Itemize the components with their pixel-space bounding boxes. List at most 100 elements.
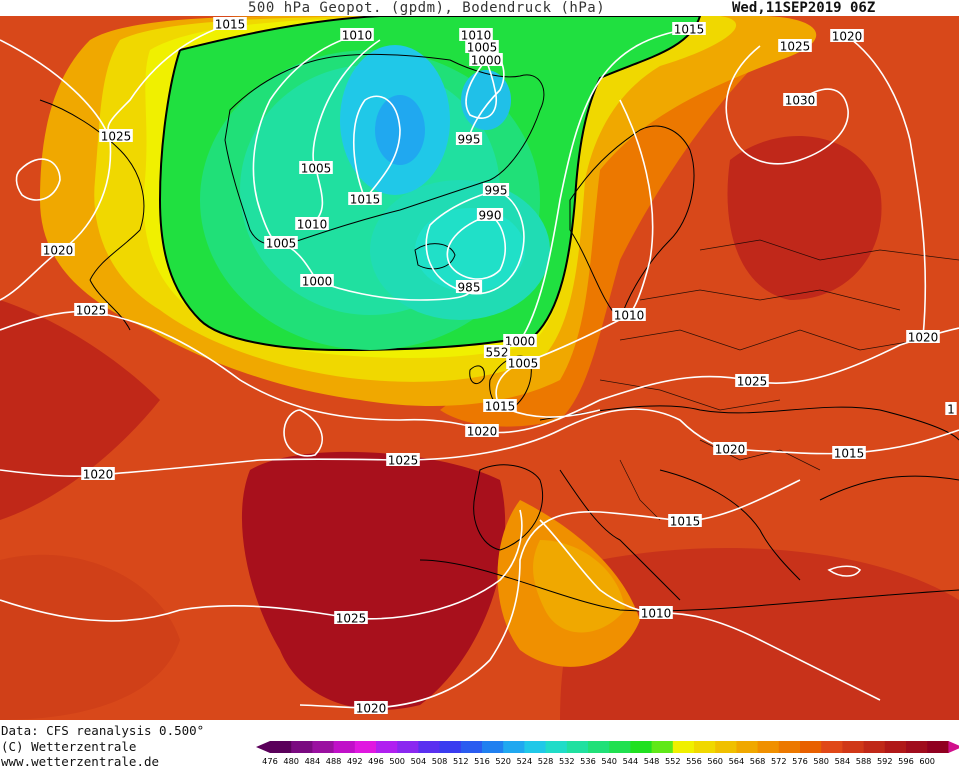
isobar-label: 1000 [469,53,503,68]
colorbar-tick-label: 488 [326,756,342,766]
colorbar-tick-label: 536 [580,756,596,766]
isobar-label-text: 1010 [297,218,328,232]
isobar-label: 1 [945,402,957,417]
isobar-label: 1015 [213,17,247,32]
isobar-label-text: 1020 [467,425,498,439]
colorbar-cell [651,741,674,753]
colorbar-cell [736,741,759,753]
colorbar-tick-label: 552 [665,756,681,766]
isobar-label: 1000 [300,274,334,289]
colorbar-tick-label: 512 [453,756,469,766]
isobar-label: 1010 [612,308,646,323]
isobar-label-text: 1020 [908,331,939,345]
colorbar-cell [397,741,419,753]
isobar-label: 1025 [74,303,108,318]
colorbar-tick-label: 516 [474,756,490,766]
colorbar-cell [778,741,801,753]
colorbar-cell [927,741,949,753]
colorbar-legend: 476 480 484 488 492 496 500 504 508 512 516 520 524 5… [256,741,959,766]
isobar-label-text: 1005 [301,162,332,176]
isobar-label: 1015 [832,446,866,461]
isobar-label: 1030 [783,93,817,108]
data-source-label: Data: CFS reanalysis 0.500° [1,723,205,738]
colorbar-cell [609,741,631,753]
isobar-label-text: 990 [479,209,502,223]
colorbar-cell [630,741,653,753]
isobar-label: 1010 [340,28,374,43]
isobar-label: 1005 [465,40,499,55]
colorbar-tick-label: 600 [919,756,935,766]
colorbar-tick-label: 572 [771,756,787,766]
isobar-label-text: 1000 [505,335,536,349]
isobar-label-text: 1020 [832,30,863,44]
isobar-label-text: 1030 [785,94,816,108]
isobar-label: 1015 [672,22,706,37]
colorbar-cell [566,741,589,753]
colorbar-tick-label: 560 [707,756,723,766]
isobar-label: 552 [483,345,511,360]
colorbar-tick-label: 568 [750,756,766,766]
isobar-label: 985 [455,280,483,295]
isobar-label: 1020 [465,424,499,439]
colorbar-tick-label: 492 [347,756,363,766]
high-core-east [727,136,882,300]
colorbar-left-arrow [256,741,270,753]
colorbar-tick-label: 528 [538,756,554,766]
isobar-label-text: 1015 [670,515,701,529]
isobar-label-text: 1015 [674,23,705,37]
isobar-label-text: 1015 [485,400,516,414]
isobar-label-text: 552 [486,346,509,360]
isobar-label-text: 1020 [356,702,387,716]
colorbar-cell [439,741,462,753]
colorbar-cell [376,741,398,753]
isobar-label-text: 1 [947,403,955,417]
colorbar-cell [842,741,865,753]
isobar-label-text: 1005 [467,41,498,55]
colorbar-cell [460,741,483,753]
isobar-label-text: 1020 [43,244,74,258]
colorbar-cell [757,741,780,753]
isobar-label-text: 1025 [737,375,768,389]
map-panel: 1015 1010 1010 1005 1000 1015 1025 1020 1030 1025… [0,16,959,720]
isobar-label: 1010 [295,217,329,232]
colorbar-tick-label: 580 [813,756,829,766]
isobar-label-text: 1005 [508,357,539,371]
colorbar-tick-label: 584 [835,756,851,766]
colorbar-tick-label: 480 [283,756,299,766]
colorbar-cell [503,741,525,753]
colorbar-tick-label: 544 [623,756,639,766]
isobar-label-text: 1010 [461,29,492,43]
isobar-label: 1020 [41,243,75,258]
isobar-label: 1025 [386,453,420,468]
colorbar-cell [884,741,907,753]
isobar-label-text: 995 [458,133,481,147]
isobar-label-text: 1025 [336,612,367,626]
isobar-label: 1020 [713,442,747,457]
isobar-label-text: 995 [485,184,508,198]
isobar-label: 1010 [459,28,493,43]
isobar-label: 1025 [735,374,769,389]
isobar-label: 990 [476,208,504,223]
colorbar-cell [800,741,822,753]
website-label: www.wetterzentrale.de [1,754,160,769]
high-core-atlantic [241,451,506,710]
colorbar-cell [715,741,737,753]
isobar-label: 1020 [354,701,388,716]
colorbar-cell [672,741,695,753]
colorbar-tick-label: 564 [729,756,745,766]
colorbar-cell [694,741,716,753]
isobar-label-text: 1000 [302,275,333,289]
isobar-label-text: 1025 [388,454,419,468]
colorbar-tick-label: 576 [792,756,808,766]
isobar-label: 1000 [503,334,537,349]
isobar-label-text: 1005 [266,237,297,251]
colorbar-cell [312,741,335,753]
colorbar-cell [291,741,313,753]
colorbar-cell [906,741,928,753]
isobar-label-text: 1025 [780,40,811,54]
colorbar-tick-label: 532 [559,756,575,766]
isobar-label: 1025 [99,129,133,144]
isobar-label-text: 1010 [641,607,672,621]
